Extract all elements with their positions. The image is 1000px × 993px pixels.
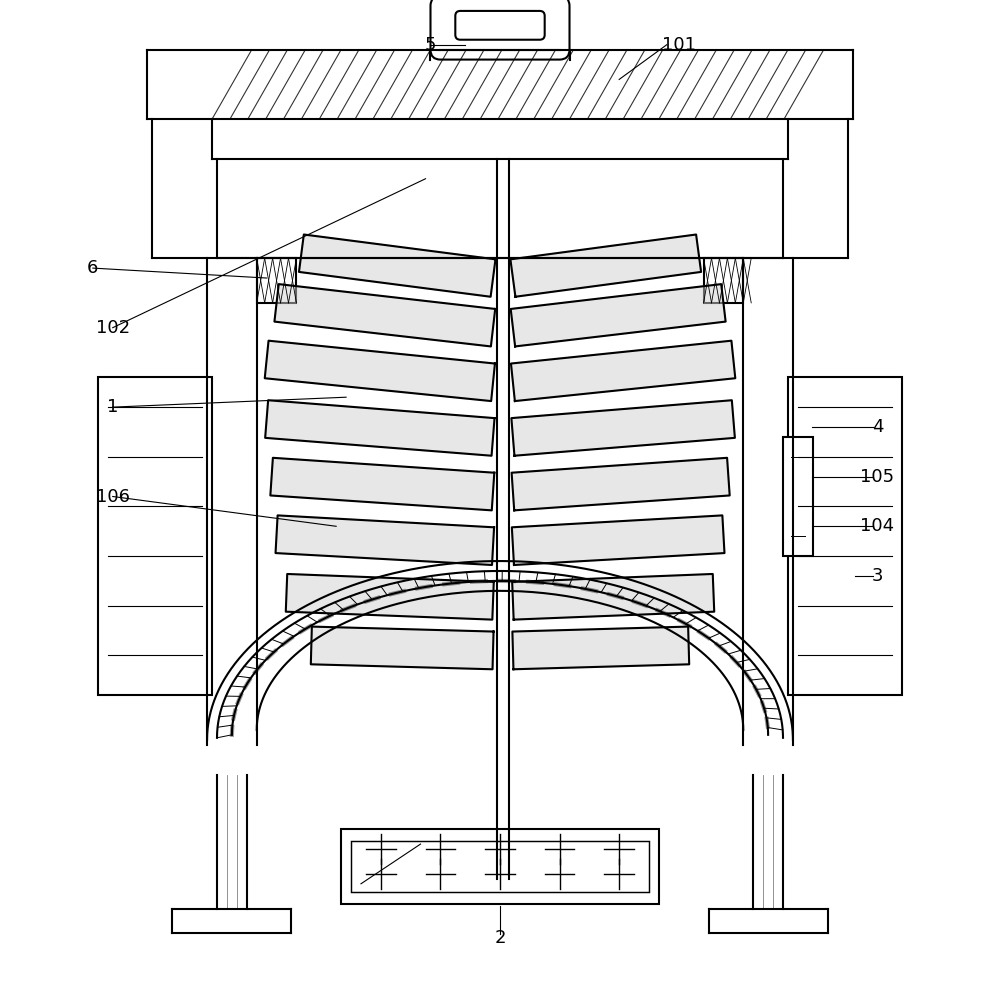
Polygon shape (511, 284, 726, 347)
Bar (341, 829, 659, 904)
Text: 102: 102 (96, 319, 130, 337)
Bar (351, 841, 649, 892)
Text: 1: 1 (107, 398, 118, 416)
Polygon shape (274, 284, 495, 347)
Text: 3: 3 (872, 567, 883, 585)
Text: 106: 106 (96, 488, 130, 505)
Text: 6: 6 (87, 259, 99, 277)
Bar (788, 377, 902, 695)
Bar (704, 258, 743, 303)
Bar (98, 377, 212, 695)
Text: 101: 101 (662, 36, 696, 54)
Polygon shape (512, 458, 730, 510)
Text: 104: 104 (860, 517, 894, 535)
Polygon shape (510, 234, 701, 297)
Polygon shape (265, 341, 495, 401)
Text: 4: 4 (872, 418, 883, 436)
FancyBboxPatch shape (430, 0, 570, 60)
Polygon shape (265, 400, 495, 456)
Polygon shape (270, 458, 494, 510)
Polygon shape (512, 574, 714, 620)
Polygon shape (511, 400, 735, 456)
Polygon shape (276, 515, 494, 565)
FancyBboxPatch shape (455, 11, 545, 40)
Text: 5: 5 (425, 36, 436, 54)
Bar (783, 437, 813, 556)
Text: 2: 2 (494, 929, 506, 947)
Text: 105: 105 (860, 468, 894, 486)
Polygon shape (286, 574, 494, 620)
Bar (257, 258, 296, 303)
Polygon shape (511, 341, 735, 401)
Polygon shape (512, 627, 689, 669)
Polygon shape (311, 627, 494, 669)
Polygon shape (299, 234, 495, 297)
Polygon shape (512, 515, 724, 565)
Bar (212, 50, 788, 119)
